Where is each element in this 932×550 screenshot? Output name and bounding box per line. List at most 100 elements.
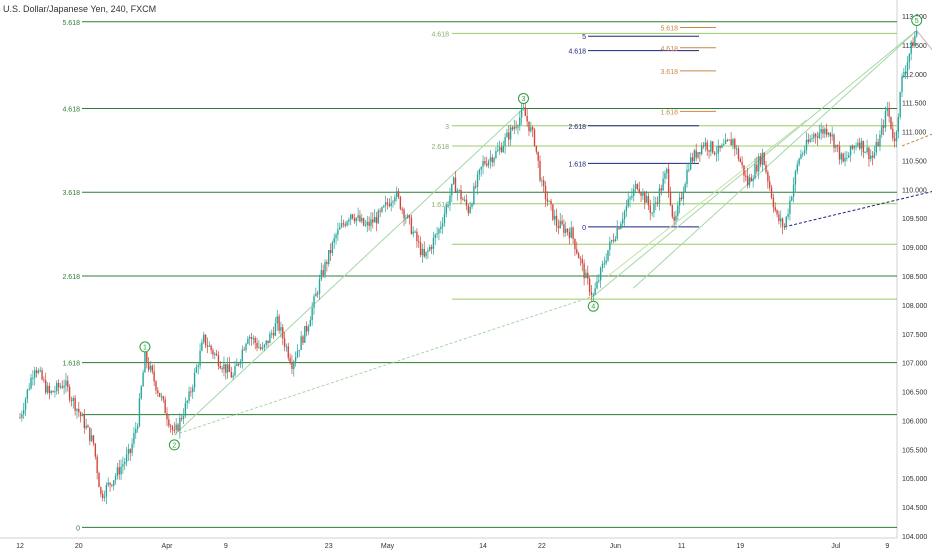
candle: [206, 337, 209, 354]
candle: [394, 194, 396, 205]
candle-body: [282, 327, 284, 339]
candle-body: [223, 364, 225, 370]
candle: [627, 191, 629, 209]
candle: [528, 121, 530, 136]
candle: [445, 203, 447, 218]
candle: [298, 349, 300, 358]
candle-body: [440, 226, 442, 229]
candle-body: [89, 427, 91, 441]
price-tick-label: 111.500: [902, 101, 926, 108]
candle: [375, 211, 378, 232]
candle: [239, 359, 242, 369]
candle: [502, 140, 504, 153]
candle: [63, 379, 65, 395]
candle: [781, 217, 784, 235]
candle: [56, 380, 58, 395]
candle: [135, 421, 137, 439]
candle-body: [160, 396, 163, 398]
candle: [120, 459, 122, 480]
candle-body: [239, 361, 242, 365]
candle-body: [517, 126, 519, 128]
candle-body: [81, 414, 84, 417]
candle-body: [914, 35, 916, 47]
candle: [203, 331, 205, 345]
candle-body: [28, 388, 30, 390]
candle-body: [245, 343, 247, 350]
candle: [546, 191, 549, 207]
candle: [576, 241, 578, 255]
candle: [28, 382, 30, 391]
candle: [570, 221, 572, 239]
candle-body: [469, 206, 471, 213]
candle: [223, 356, 225, 377]
candle-body: [893, 138, 896, 142]
candle-body: [816, 136, 819, 138]
candle: [72, 395, 74, 409]
candle-body: [903, 74, 905, 77]
candle-body: [267, 340, 269, 344]
candle-body: [528, 121, 530, 132]
candle-body: [124, 461, 126, 465]
candle: [813, 131, 815, 143]
candle-body: [873, 152, 876, 158]
candle: [592, 292, 594, 302]
candle: [579, 256, 582, 266]
candle: [642, 188, 644, 200]
candle: [895, 130, 898, 148]
candle-body: [780, 218, 782, 222]
candle-body: [717, 145, 719, 154]
candle: [100, 486, 102, 498]
candle-body: [756, 164, 758, 172]
candle-body: [785, 216, 787, 228]
candle-body: [59, 386, 62, 388]
candle-body: [203, 334, 205, 343]
candle-body: [373, 217, 376, 223]
candle-body: [688, 169, 690, 171]
candle-body: [724, 140, 727, 145]
candle: [612, 233, 615, 244]
candle: [447, 201, 449, 209]
candle-body: [188, 391, 190, 401]
candle: [484, 156, 486, 166]
candle-body: [357, 215, 359, 218]
candle: [140, 385, 142, 400]
candle-body: [359, 215, 361, 222]
candle-body: [118, 467, 120, 475]
candle-body: [844, 158, 846, 162]
candle: [566, 228, 569, 236]
candle: [346, 220, 348, 227]
candle-body: [735, 148, 738, 150]
candle-body: [838, 146, 841, 160]
candle: [357, 207, 359, 221]
candle-body: [37, 370, 40, 374]
candle: [724, 133, 727, 145]
candle-body: [877, 141, 879, 147]
candle-body: [800, 154, 802, 159]
candle: [368, 216, 370, 231]
candle: [493, 156, 495, 167]
candle-body: [76, 408, 78, 411]
candle-body: [892, 128, 894, 139]
candle: [45, 372, 47, 395]
candle-body: [713, 152, 716, 155]
candle: [726, 138, 729, 142]
candle-body: [587, 272, 589, 279]
candle-body: [289, 357, 291, 363]
candle-body: [555, 215, 558, 226]
candle: [554, 209, 556, 226]
candle: [840, 152, 843, 165]
candle: [610, 239, 613, 244]
candle: [78, 401, 80, 418]
candle-body: [596, 281, 598, 289]
time-tick-label: 20: [75, 543, 83, 550]
candle-body: [702, 145, 705, 147]
candle-body: [884, 110, 887, 128]
candle: [526, 108, 528, 127]
candle-body: [660, 188, 662, 191]
candle-body: [403, 209, 405, 219]
candle: [875, 134, 877, 156]
candle-body: [114, 476, 117, 481]
candle: [666, 167, 668, 179]
candle: [440, 220, 442, 234]
